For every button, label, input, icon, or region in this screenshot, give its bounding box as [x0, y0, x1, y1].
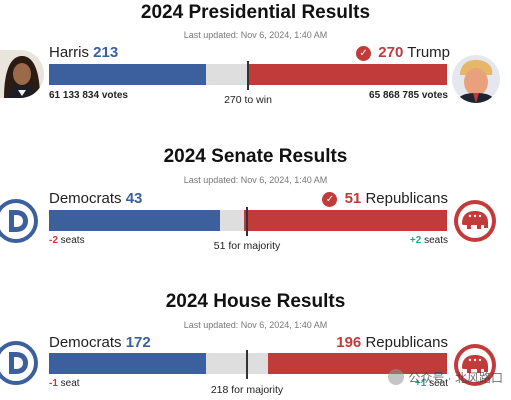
- senate-republicans-count: 51: [344, 190, 362, 207]
- presidential-left-label: Harris 213: [49, 44, 118, 61]
- senate-bar-democrats: [49, 210, 221, 231]
- house-democrats-name: Democrats: [49, 334, 122, 351]
- senate-right-label: ✓ 51 Republicans: [322, 190, 448, 207]
- senate-left-label: Democrats 43: [49, 190, 142, 207]
- harris-avatar: [0, 50, 44, 98]
- house-threshold: 218 for majority: [210, 384, 284, 396]
- republican-elephant-logo: [452, 342, 498, 388]
- harris-votes: 61 133 834 votes: [49, 90, 128, 101]
- house-title: 2024 House Results: [165, 291, 346, 312]
- democrat-d-logo: [0, 341, 38, 385]
- house-republicans-name: Republicans: [365, 334, 448, 351]
- presidential-title: 2024 Presidential Results: [140, 2, 371, 23]
- presidential-right-label: ✓ 270 Trump: [356, 44, 450, 61]
- senate-bar-republicans: [244, 210, 447, 231]
- senate-republicans-change: +2 seats: [410, 235, 448, 246]
- house-democrats-change-value: -1: [49, 378, 58, 389]
- harris-votes-value: 61 133 834 votes: [49, 90, 128, 101]
- house-democrats-count: 172: [125, 334, 151, 351]
- presidential-bar-harris: [49, 64, 206, 85]
- harris-electoral-count: 213: [93, 44, 119, 61]
- presidential-majority-marker: [247, 61, 249, 90]
- house-bar: [49, 353, 447, 374]
- house-democrats-change-unit: seat: [57, 378, 80, 389]
- senate-threshold: 51 for majority: [213, 240, 281, 252]
- trump-votes-value: 65 868 785 votes: [369, 90, 448, 101]
- watermark: 公众号 · 北风路口: [388, 369, 503, 386]
- house-republicans-change-unit: seat: [426, 378, 448, 389]
- house-majority-marker: [246, 350, 248, 379]
- house-republicans-change: +1 seat: [415, 378, 448, 389]
- senate-title: 2024 Senate Results: [163, 146, 348, 167]
- house-bar-democrats: [49, 353, 207, 374]
- republican-elephant-logo: [452, 198, 498, 244]
- wechat-icon: [388, 369, 405, 385]
- senate-democrats-change-value: -2: [49, 235, 58, 246]
- senate-majority-marker: [246, 207, 248, 236]
- senate-republicans-change-value: +2: [409, 235, 422, 246]
- check-circle-icon: ✓: [356, 46, 372, 61]
- trump-electoral-count: 270: [378, 44, 404, 61]
- senate-democrats-name: Democrats: [49, 190, 122, 207]
- senate-republicans-change-unit: seats: [421, 235, 448, 246]
- harris-name: Harris: [49, 44, 89, 61]
- senate-democrats-change-unit: seats: [57, 235, 85, 246]
- house-section: 2024 House Results Last updated: Nov 6, …: [0, 287, 511, 400]
- house-republicans-count: 196: [336, 334, 362, 351]
- senate-bar: [49, 210, 447, 231]
- trump-votes: 65 868 785 votes: [369, 90, 448, 101]
- senate-democrats-change: -2 seats: [49, 235, 85, 246]
- house-left-label: Democrats 172: [49, 334, 151, 351]
- trump-avatar: [452, 55, 500, 103]
- trump-name: Trump: [407, 44, 450, 61]
- senate-democrats-count: 43: [125, 190, 143, 207]
- democrat-d-logo: [0, 199, 38, 243]
- house-updated: Last updated: Nov 6, 2024, 1:40 AM: [183, 320, 328, 330]
- house-right-label: 196 Republicans: [336, 334, 448, 351]
- house-republicans-change-value: +1: [414, 378, 427, 389]
- presidential-threshold: 270 to win: [224, 94, 272, 106]
- senate-section: 2024 Senate Results Last updated: Nov 6,…: [0, 142, 511, 260]
- watermark-text: 公众号 · 北风路口: [408, 371, 503, 385]
- senate-republicans-name: Republicans: [365, 190, 448, 207]
- presidential-updated: Last updated: Nov 6, 2024, 1:40 AM: [183, 30, 328, 40]
- house-bar-republicans: [267, 353, 447, 374]
- senate-updated: Last updated: Nov 6, 2024, 1:40 AM: [183, 175, 328, 185]
- presidential-bar-trump: [247, 64, 447, 85]
- check-circle-icon: ✓: [322, 192, 338, 207]
- house-democrats-change: -1 seat: [49, 378, 80, 389]
- presidential-section: 2024 Presidential Results Last updated: …: [0, 0, 511, 115]
